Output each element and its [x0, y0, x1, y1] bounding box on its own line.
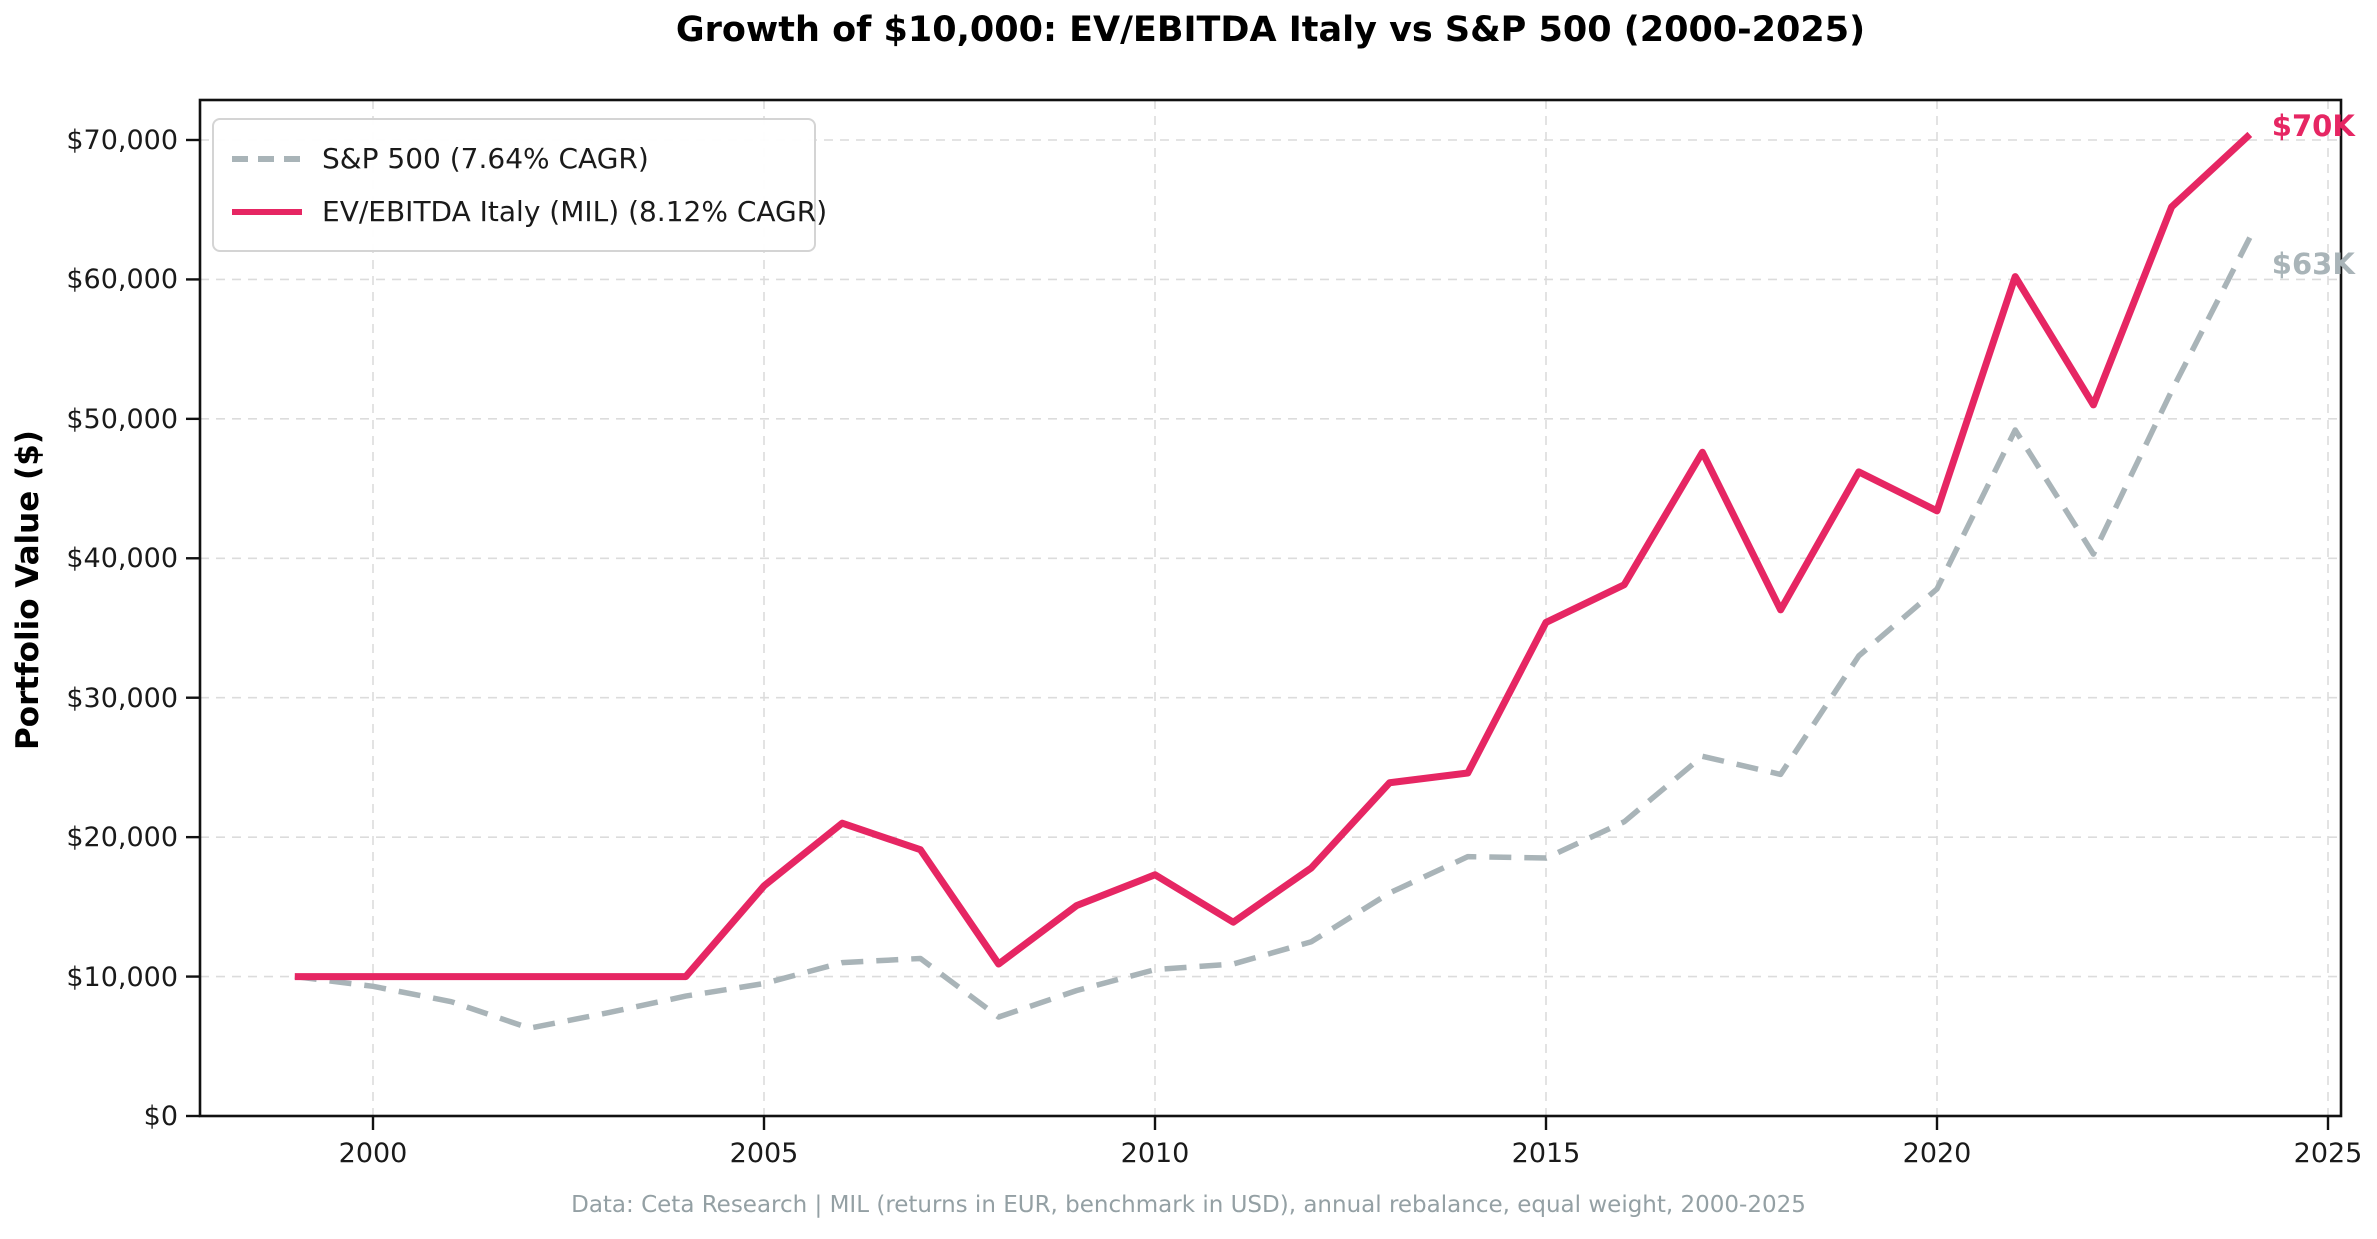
x-tick-label: 2000 [338, 1138, 408, 1169]
end-value-label: $63K [2271, 246, 2355, 281]
x-tick-label: 2005 [729, 1138, 799, 1169]
y-tick-label: $70,000 [66, 124, 178, 156]
x-tick-label: 2015 [1511, 1138, 1581, 1169]
x-tick-label: 2010 [1120, 1138, 1190, 1169]
legend-label: S&P 500 (7.64% CAGR) [322, 142, 649, 175]
legend-label: EV/EBITDA Italy (MIL) (8.12% CAGR) [322, 195, 828, 228]
end-value-label: $70K [2271, 109, 2355, 144]
legend: S&P 500 (7.64% CAGR) EV/EBITDA Italy (MIL… [212, 118, 827, 252]
y-tick-label: $50,000 [66, 403, 178, 435]
y-tick-label: $30,000 [66, 682, 178, 714]
legend-item: S&P 500 (7.64% CAGR) [232, 134, 796, 184]
y-tick-label: $20,000 [66, 822, 178, 854]
y-tick-label: $40,000 [66, 543, 178, 575]
y-tick-label: $10,000 [66, 961, 178, 993]
chart-title: Growth of $10,000: EV/EBITDA Italy vs S&… [675, 10, 1866, 50]
source-caption: Data: Ceta Research | MIL (returns in EU… [571, 1192, 1806, 1218]
legend-line-swatch [232, 208, 302, 215]
y-axis-label: Portfolio Value ($) [10, 430, 46, 750]
y-tick-label: $60,000 [66, 264, 178, 296]
legend-line-swatch [232, 155, 302, 162]
x-tick-label: 2020 [1902, 1138, 1972, 1169]
x-tick-label: 2025 [2293, 1138, 2363, 1169]
legend-item: EV/EBITDA Italy (MIL) (8.12% CAGR) [232, 187, 827, 237]
y-tick-label: $0 [143, 1101, 178, 1132]
